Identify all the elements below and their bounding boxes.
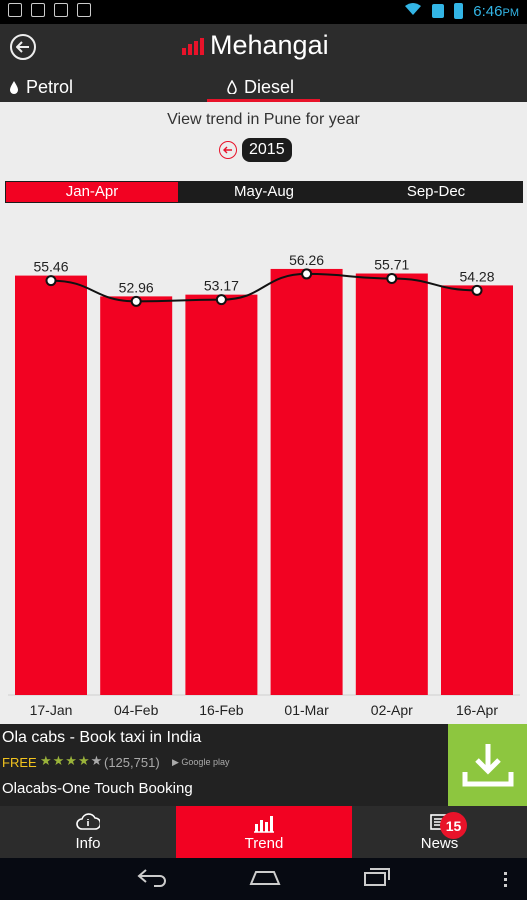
download-icon: [462, 744, 513, 787]
google-play-badge: ▶ Google play: [172, 757, 230, 767]
data-label: 56.26: [289, 252, 324, 268]
tab-info[interactable]: Info: [0, 806, 176, 858]
notification-message-icon: [31, 3, 45, 17]
trend-line: [50, 272, 478, 303]
cloud-info-icon: [76, 813, 100, 830]
chart-bar[interactable]: [15, 275, 87, 695]
arrow-left-icon: [223, 146, 232, 154]
trend-panel: View trend in Pune for year 2015 Jan-Apr…: [0, 102, 527, 724]
back-button[interactable]: [10, 34, 36, 60]
trend-point[interactable]: [471, 284, 483, 296]
bar-chart-icon: [254, 816, 274, 833]
year-value[interactable]: 2015: [242, 138, 292, 162]
tab-news[interactable]: 15 News: [352, 806, 527, 858]
nav-back-icon: [137, 869, 166, 887]
x-tick-label: 16-Apr: [456, 702, 498, 718]
previous-year-button[interactable]: [219, 141, 237, 159]
notification-icons: [8, 3, 91, 17]
year-selector: 2015: [219, 138, 292, 162]
arrow-left-icon: [16, 41, 29, 53]
sim-icon: [432, 4, 445, 18]
trend-point[interactable]: [45, 275, 57, 287]
battery-icon: [454, 3, 464, 19]
chart-bar[interactable]: [100, 296, 173, 695]
x-tick-label: 16-Feb: [199, 702, 244, 718]
wifi-icon: [404, 2, 422, 20]
nav-home-icon: [249, 871, 281, 885]
fuel-drop-icon: [227, 80, 237, 94]
bottom-tab-bar: Info Trend 15 News: [0, 806, 527, 858]
clock-suffix: PM: [502, 6, 520, 19]
ad-store-label: Google play: [181, 757, 230, 767]
trend-point[interactable]: [215, 294, 227, 306]
system-nav-bar: [0, 858, 527, 900]
logo-chart-icon: [182, 37, 204, 55]
ad-banner[interactable]: Ola cabs - Book taxi in India FREE ★★★★★…: [0, 724, 527, 806]
tab-news-label: News: [420, 835, 459, 852]
trend-point[interactable]: [130, 295, 142, 307]
tab-trend-label: Trend: [244, 835, 284, 852]
status-bar: 6:46PM: [0, 0, 527, 24]
ad-rating-stars: ★★★★★: [40, 753, 104, 768]
nav-home-button[interactable]: [248, 866, 282, 893]
usb-icon: [54, 3, 68, 17]
tab-trend[interactable]: Trend: [176, 806, 352, 858]
news-count-badge: 15: [440, 812, 467, 839]
chart-bar[interactable]: [355, 273, 428, 695]
tab-petrol-label: Petrol: [26, 76, 74, 97]
ad-title[interactable]: Ola cabs - Book taxi in India: [2, 729, 202, 746]
tab-diesel[interactable]: Diesel: [226, 72, 294, 102]
notification-image-icon: [8, 3, 22, 17]
fuel-drop-icon: [10, 81, 18, 94]
nav-recents-icon: [364, 868, 390, 886]
trend-point[interactable]: [386, 273, 398, 285]
app-title-text: Mehangai: [210, 30, 329, 60]
app-title: Mehangai: [182, 30, 329, 61]
x-tick-label: 02-Apr: [371, 702, 413, 718]
tab-petrol[interactable]: Petrol: [8, 72, 73, 102]
segment-sep-dec[interactable]: Sep-Dec: [350, 182, 522, 202]
period-segment-control: Jan-Apr May-Aug Sep-Dec: [5, 181, 523, 203]
ad-subtitle: Olacabs-One Touch Booking: [2, 780, 193, 797]
data-label: 54.28: [459, 268, 494, 284]
x-tick-label: 17-Jan: [30, 702, 73, 718]
ad-price: FREE: [2, 755, 37, 770]
ad-download-button[interactable]: [448, 724, 527, 806]
chart-bar[interactable]: [270, 268, 343, 695]
game-controller-icon: [77, 3, 91, 17]
price-trend-chart: 17-Jan 04-Feb 16-Feb 01-Mar 02-Apr 16-Apr 55.4…: [8, 252, 520, 718]
app-header: Mehangai Petrol Diesel: [0, 24, 527, 102]
data-label: 53.17: [204, 278, 239, 294]
tab-info-label: Info: [75, 835, 101, 852]
chart-bar[interactable]: [441, 285, 513, 695]
data-label: 52.96: [119, 279, 154, 295]
trend-label: View trend in Pune for year: [167, 111, 360, 128]
tab-diesel-label: Diesel: [244, 76, 295, 97]
ad-rating-count: (125,751): [104, 755, 160, 770]
data-label: 55.46: [33, 259, 68, 275]
clock: 6:46PM: [473, 3, 519, 20]
x-tick-label: 01-Mar: [284, 702, 329, 718]
segment-jan-apr[interactable]: Jan-Apr: [6, 182, 178, 202]
x-tick-label: 04-Feb: [114, 702, 159, 718]
trend-point[interactable]: [301, 268, 313, 280]
nav-menu-button[interactable]: [504, 872, 507, 887]
segment-may-aug[interactable]: May-Aug: [178, 182, 350, 202]
data-label: 55.71: [374, 257, 409, 273]
active-tab-indicator: [207, 99, 320, 102]
clock-time: 6:46: [473, 2, 503, 20]
nav-back-button[interactable]: [136, 866, 168, 893]
chart-bar[interactable]: [185, 294, 258, 695]
nav-recents-button[interactable]: [362, 866, 392, 893]
